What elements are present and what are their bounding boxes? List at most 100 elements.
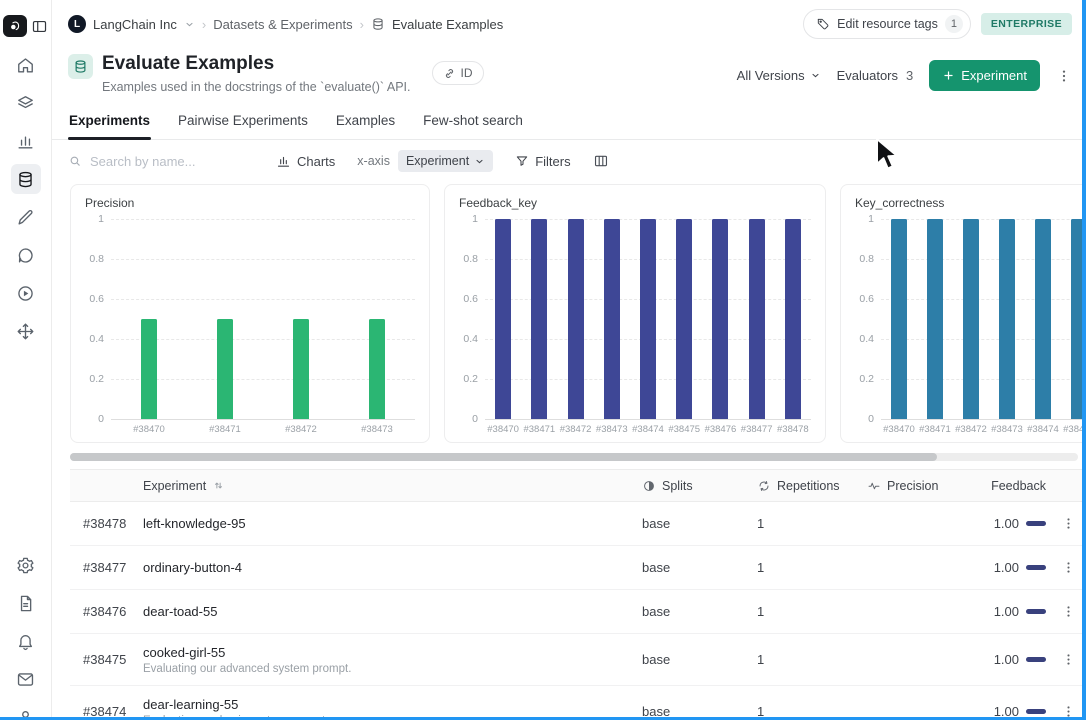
- chart-bar[interactable]: [217, 319, 233, 419]
- row-menu-button[interactable]: [1061, 652, 1076, 667]
- sidebar-item-mail[interactable]: [11, 664, 41, 694]
- chart-bar[interactable]: [712, 219, 729, 419]
- filters-button[interactable]: Filters: [515, 154, 571, 169]
- horizontal-scrollbar[interactable]: [70, 453, 1078, 461]
- chevron-down-icon: [476, 159, 483, 163]
- chart-bar[interactable]: [141, 319, 157, 419]
- langsmith-logo[interactable]: [3, 15, 27, 37]
- row-menu-button[interactable]: [1061, 560, 1076, 575]
- all-versions-dropdown[interactable]: All Versions: [737, 68, 821, 83]
- chart-bar[interactable]: [999, 219, 1015, 419]
- columns-button[interactable]: [593, 153, 609, 169]
- chart-bar[interactable]: [784, 219, 801, 419]
- sidebar-item-alerts[interactable]: [11, 626, 41, 656]
- sidebar-item-settings[interactable]: [11, 550, 41, 580]
- breadcrumb-datasets-experiments[interactable]: Datasets & Experiments: [213, 16, 353, 32]
- chevron-down-icon[interactable]: [184, 19, 195, 30]
- column-repetitions[interactable]: Repetitions: [735, 479, 845, 493]
- tag-icon: [817, 18, 829, 30]
- sidebar-toggle-button[interactable]: [31, 18, 48, 35]
- chart-bar[interactable]: [567, 219, 584, 419]
- sidebar-item-dashboards[interactable]: [11, 126, 41, 156]
- table-row[interactable]: #38478 left-knowledge-95 base 1 1.00: [70, 502, 1086, 546]
- chart-bar[interactable]: [748, 219, 765, 419]
- chart-bar[interactable]: [603, 219, 620, 419]
- chart-bar[interactable]: [531, 219, 548, 419]
- y-axis-tick: 0.2: [463, 373, 478, 385]
- sort-icon[interactable]: [212, 479, 225, 492]
- sidebar-item-tracing[interactable]: [11, 88, 41, 118]
- experiment-name[interactable]: left-knowledge-95: [143, 516, 246, 531]
- tab-pairwise-experiments[interactable]: Pairwise Experiments: [178, 113, 308, 128]
- table-row[interactable]: #38476 dear-toad-55 base 1 1.00: [70, 590, 1086, 634]
- sidebar-item-deployments[interactable]: [11, 316, 41, 346]
- row-menu-button[interactable]: [1061, 704, 1076, 719]
- row-menu-button[interactable]: [1061, 516, 1076, 531]
- chart-card-feedback-key: Feedback_key 1 0.8 0.6 0.4 0.2 0 #38470 #38471 #3…: [444, 184, 826, 443]
- xaxis-select[interactable]: Experiment: [397, 150, 494, 172]
- breadcrumb-org[interactable]: LangChain Inc: [93, 16, 177, 32]
- tags-count-badge: 1: [944, 15, 963, 33]
- edit-resource-tags-button[interactable]: Edit resource tags 1: [803, 9, 971, 39]
- y-axis: 1 0.8 0.6 0.4 0.2 0: [855, 213, 881, 425]
- experiment-name[interactable]: dear-toad-55: [143, 604, 218, 619]
- experiment-repetitions: 1: [757, 604, 765, 619]
- copy-id-button[interactable]: ID: [431, 61, 484, 85]
- sidebar-item-prompts[interactable]: [11, 240, 41, 270]
- table-row[interactable]: #38477 ordinary-button-4 base 1 1.00: [70, 546, 1086, 590]
- sidebar-item-datasets[interactable]: [10, 164, 41, 194]
- column-splits[interactable]: Splits: [620, 479, 735, 493]
- table-row[interactable]: #38475 cooked-girl-55 Evaluating our advan…: [70, 634, 1086, 686]
- charts-toggle-button[interactable]: Charts: [276, 154, 335, 169]
- page-header-left: Evaluate Examples Examples used in the d…: [68, 52, 484, 94]
- chart-bar[interactable]: [927, 219, 943, 419]
- charts-row: Precision 1 0.8 0.6 0.4 0.2 0 #38470 #38471 #3847…: [52, 178, 1086, 443]
- x-axis-tick: #38473: [991, 424, 1023, 435]
- tab-examples[interactable]: Examples: [335, 113, 396, 128]
- y-axis-tick: 0.8: [463, 253, 478, 265]
- chart-bar[interactable]: [891, 219, 907, 419]
- evaluators-button[interactable]: Evaluators 3: [836, 68, 914, 83]
- y-axis-tick: 0.4: [859, 333, 874, 345]
- chart-bar[interactable]: [369, 319, 385, 419]
- x-axis-tick: #38474: [632, 424, 664, 435]
- column-feedback[interactable]: Feedback: [991, 478, 1046, 493]
- search-input[interactable]: [90, 153, 240, 169]
- experiment-name[interactable]: dear-learning-55: [143, 696, 239, 712]
- chart-bar[interactable]: [676, 219, 693, 419]
- page-header: Evaluate Examples Examples used in the d…: [52, 48, 1086, 104]
- sidebar-item-home[interactable]: [11, 50, 41, 80]
- y-axis-tick: 0: [472, 413, 478, 425]
- breadcrumb-current[interactable]: Evaluate Examples: [391, 16, 504, 32]
- sidebar-item-docs[interactable]: [11, 588, 41, 618]
- sidebar-item-playground[interactable]: [11, 278, 41, 308]
- plus-icon: [944, 71, 953, 80]
- sidebar-item-annotations[interactable]: [11, 202, 41, 232]
- y-axis-tick: 0: [98, 413, 104, 425]
- org-avatar[interactable]: L: [68, 15, 86, 33]
- tab-few-shot-search[interactable]: Few-shot search: [423, 113, 523, 128]
- scrollbar-thumb[interactable]: [70, 453, 937, 461]
- x-axis-tick: #38472: [955, 424, 987, 435]
- chart-bar[interactable]: [639, 219, 656, 419]
- chart-title: Key_correctness: [855, 196, 945, 210]
- chart-bar[interactable]: [495, 219, 512, 419]
- tab-experiments[interactable]: Experiments: [68, 104, 152, 140]
- column-experiment[interactable]: Experiment: [143, 479, 620, 493]
- chevron-down-icon: [812, 73, 819, 78]
- column-precision[interactable]: Precision: [845, 479, 950, 493]
- new-experiment-button[interactable]: Experiment: [929, 60, 1040, 91]
- gridline: [111, 339, 415, 340]
- page-menu-button[interactable]: [1056, 68, 1072, 84]
- breadcrumb-separator: ›: [359, 16, 364, 32]
- chart-bar[interactable]: [963, 219, 979, 419]
- experiment-name[interactable]: cooked-girl-55: [143, 644, 226, 660]
- experiments-table: Experiment Splits Repetitions Precision …: [70, 469, 1086, 720]
- tabs: Experiments Pairwise Experiments Examples F…: [52, 104, 1086, 140]
- experiment-feedback: 1.00: [950, 560, 1050, 575]
- chart-bar[interactable]: [293, 319, 309, 419]
- chart-bar[interactable]: [1035, 219, 1051, 419]
- row-menu-button[interactable]: [1061, 604, 1076, 619]
- experiment-name[interactable]: ordinary-button-4: [143, 560, 242, 575]
